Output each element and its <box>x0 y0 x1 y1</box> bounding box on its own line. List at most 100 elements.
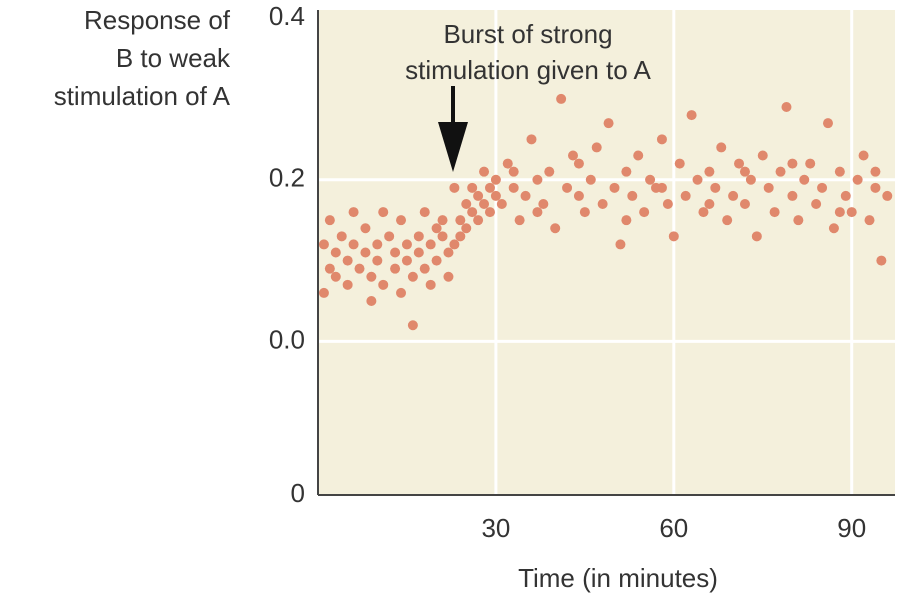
point <box>413 247 424 258</box>
annotation: Burst of strong <box>443 19 612 49</box>
point <box>668 231 679 242</box>
point <box>739 199 750 209</box>
point <box>372 239 383 250</box>
point <box>484 182 495 193</box>
point <box>324 215 335 226</box>
point <box>431 223 442 234</box>
point <box>692 174 703 185</box>
point <box>633 150 644 161</box>
point <box>662 199 673 209</box>
point <box>573 190 584 201</box>
point <box>330 247 341 258</box>
point <box>348 239 359 250</box>
point <box>728 190 739 201</box>
annotation-arrowhead <box>438 122 468 172</box>
point <box>615 239 626 250</box>
y-tick-label: 0.2 <box>269 163 305 193</box>
point <box>532 207 543 218</box>
point <box>467 207 478 218</box>
point <box>757 150 768 161</box>
point <box>639 207 650 218</box>
point <box>603 118 614 129</box>
point <box>396 287 407 298</box>
point <box>656 182 667 193</box>
point <box>763 182 774 193</box>
point <box>870 166 881 177</box>
y-tick-label: 0.0 <box>269 324 305 354</box>
point <box>431 255 442 266</box>
point <box>437 215 448 226</box>
point <box>366 296 377 306</box>
point <box>455 215 466 226</box>
point <box>508 166 519 177</box>
point <box>722 215 733 226</box>
point <box>716 142 727 153</box>
point <box>330 271 341 282</box>
point <box>390 247 401 258</box>
point <box>520 190 531 201</box>
point <box>407 271 418 282</box>
point <box>817 182 828 193</box>
point <box>538 199 549 209</box>
point <box>680 190 691 201</box>
point <box>479 199 490 209</box>
point <box>318 239 329 250</box>
point <box>449 182 460 193</box>
point <box>449 239 460 250</box>
point <box>840 190 851 201</box>
point <box>573 158 584 169</box>
point <box>407 320 418 331</box>
point <box>502 158 513 169</box>
point <box>455 231 466 242</box>
point <box>698 207 709 218</box>
point <box>490 190 501 201</box>
point <box>793 215 804 226</box>
point <box>461 223 472 234</box>
point <box>621 215 632 226</box>
point <box>461 199 472 209</box>
point <box>425 239 436 250</box>
point <box>401 239 412 250</box>
point <box>490 174 501 185</box>
point <box>401 255 412 266</box>
point <box>354 263 365 274</box>
point <box>544 166 555 177</box>
point <box>342 255 353 266</box>
point <box>567 150 578 161</box>
point <box>882 190 893 201</box>
point <box>514 215 525 226</box>
point <box>526 134 537 145</box>
point <box>419 263 430 274</box>
point <box>479 166 490 177</box>
point <box>425 279 436 290</box>
x-axis-label: Time (in minutes) <box>518 563 718 593</box>
point <box>864 215 875 226</box>
point <box>532 174 543 185</box>
point <box>360 247 371 258</box>
point <box>834 166 845 177</box>
point <box>443 247 454 258</box>
point <box>473 190 484 201</box>
point <box>811 199 822 209</box>
point <box>496 199 507 209</box>
point <box>390 263 401 274</box>
x-tick-label: 60 <box>659 513 688 543</box>
point <box>413 231 424 242</box>
point <box>396 215 407 226</box>
point <box>751 231 762 242</box>
point <box>324 263 335 274</box>
point <box>822 118 833 129</box>
point <box>336 231 347 242</box>
point <box>710 182 721 193</box>
point <box>591 142 602 153</box>
point <box>348 207 359 218</box>
point <box>366 271 377 282</box>
point <box>704 199 715 209</box>
point <box>597 199 608 209</box>
point <box>419 207 430 218</box>
point <box>787 158 798 169</box>
point <box>342 279 353 290</box>
y-axis-label: Response of <box>84 5 231 35</box>
point <box>828 223 839 234</box>
point <box>318 287 329 298</box>
